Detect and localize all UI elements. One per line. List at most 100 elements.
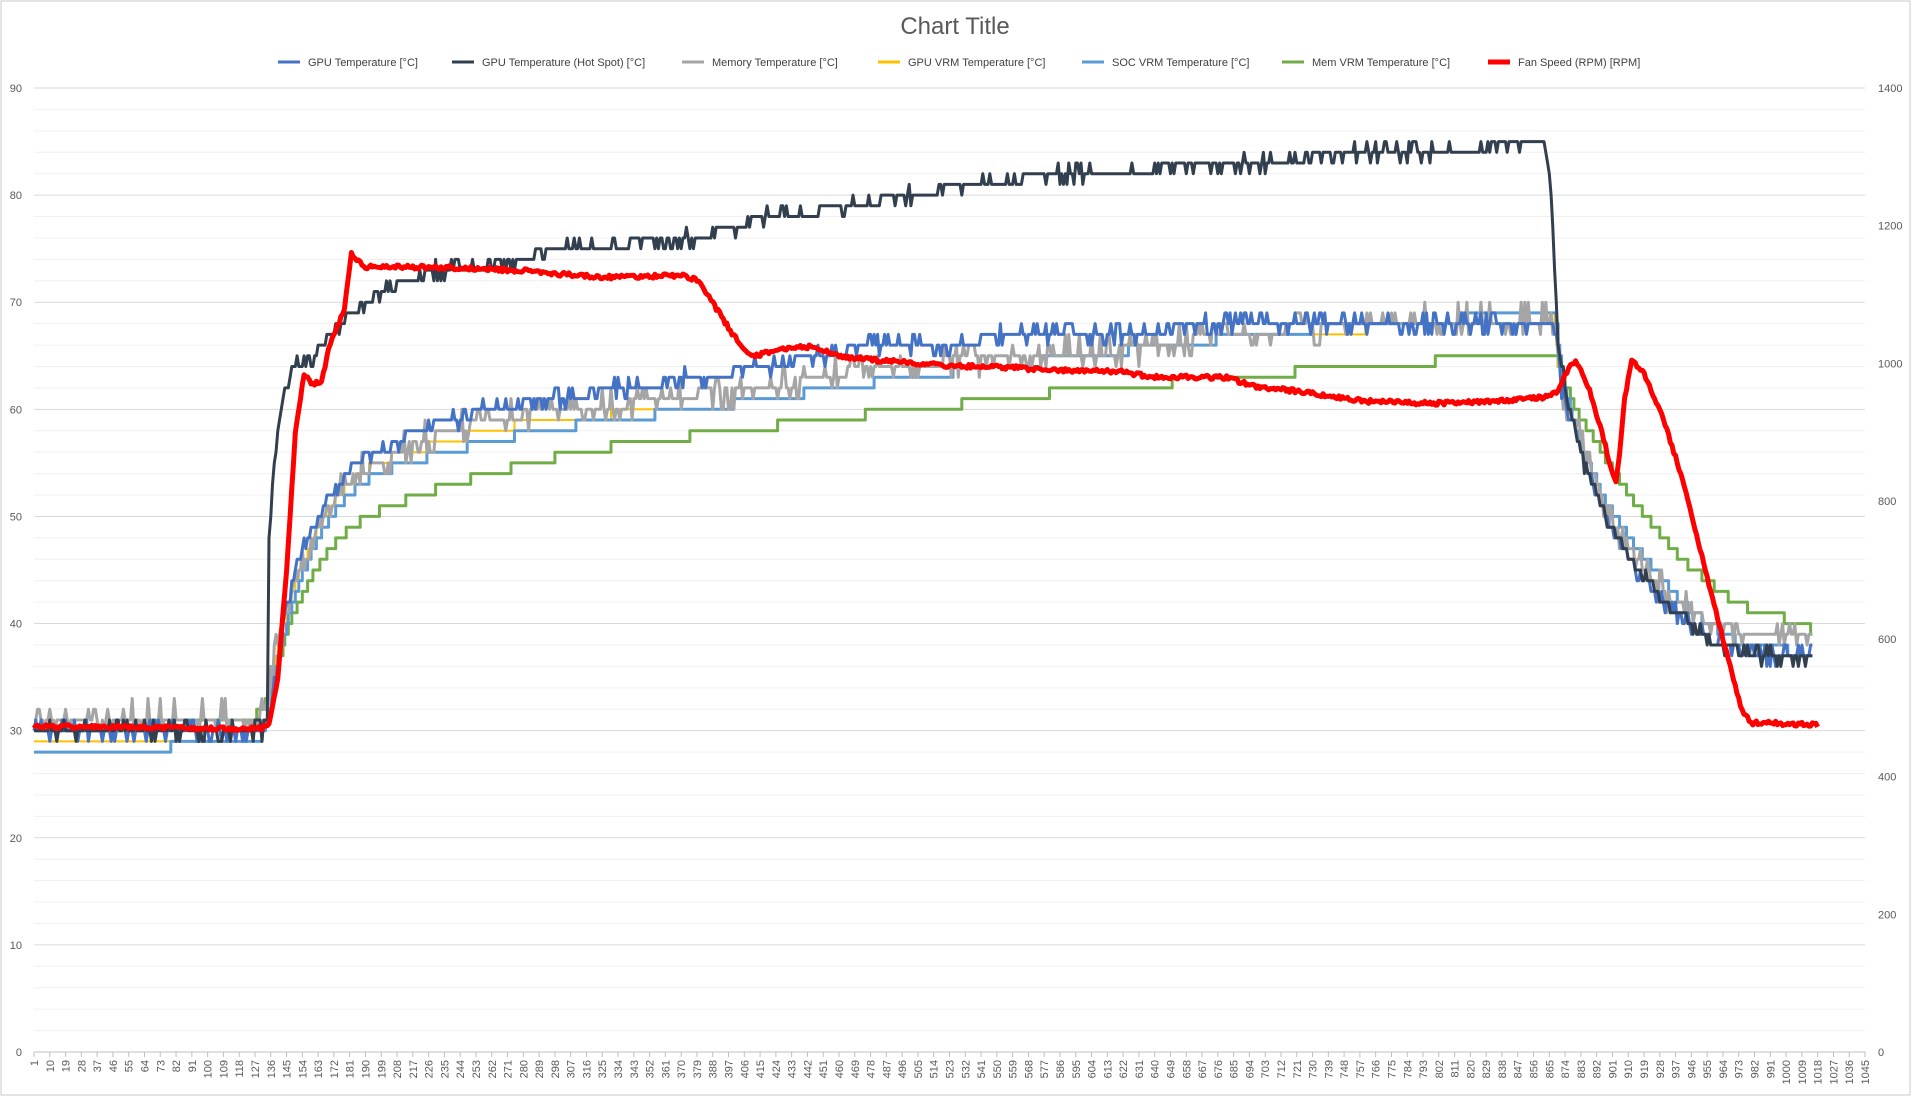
x-tick-label: 370 [676, 1060, 688, 1078]
y-axis-left: 0 10 20 30 40 50 60 70 80 90 [10, 83, 22, 1059]
series-group [31, 140, 1820, 754]
y2-tick-label: 1000 [1878, 358, 1902, 370]
x-tick-label: 685 [1229, 1060, 1241, 1078]
x-tick-label: 928 [1655, 1060, 1667, 1078]
series-line [34, 140, 1813, 743]
x-tick-label: 136 [266, 1060, 278, 1078]
x-tick-label: 487 [881, 1060, 893, 1078]
x-tick-label: 37 [92, 1060, 104, 1072]
x-tick-label: 991 [1765, 1060, 1777, 1078]
x-tick-label: 955 [1702, 1060, 1714, 1078]
x-tick-label: 946 [1686, 1060, 1698, 1078]
x-tick-label: 505 [913, 1060, 925, 1078]
x-tick-label: 172 [329, 1060, 341, 1078]
x-tick-label: 577 [1039, 1060, 1051, 1078]
x-tick-label: 874 [1560, 1060, 1572, 1078]
x-tick-label: 667 [1197, 1060, 1209, 1078]
legend-entry: GPU VRM Temperature [°C] [908, 57, 1045, 69]
y-tick-label: 60 [10, 404, 22, 416]
legend-entry: Memory Temperature [°C] [712, 57, 838, 69]
x-tick-label: 325 [597, 1060, 609, 1078]
x-tick-label: 343 [629, 1060, 641, 1078]
y-tick-label: 50 [10, 511, 22, 523]
x-tick-label: 442 [802, 1060, 814, 1078]
x-tick-label: 919 [1639, 1060, 1651, 1078]
x-tick-label: 892 [1592, 1060, 1604, 1078]
x-tick-label: 118 [234, 1060, 246, 1078]
y2-tick-label: 800 [1878, 496, 1896, 508]
legend-entry: Fan Speed (RPM) [RPM] [1518, 57, 1640, 69]
series-line [32, 311, 1813, 743]
x-tick-label: 730 [1308, 1060, 1320, 1078]
y-tick-label: 40 [10, 619, 22, 631]
x-tick-label: 613 [1102, 1060, 1114, 1078]
x-tick-label: 1009 [1797, 1060, 1809, 1084]
x-tick-label: 145 [282, 1060, 294, 1078]
x-tick-label: 1000 [1781, 1060, 1793, 1084]
x-tick-label: 865 [1544, 1060, 1556, 1078]
x-tick-label: 163 [313, 1060, 325, 1078]
x-tick-label: 712 [1276, 1060, 1288, 1078]
x-tick-label: 1 [29, 1060, 41, 1066]
x-tick-label: 856 [1529, 1060, 1541, 1078]
x-tick-label: 433 [787, 1060, 799, 1078]
x-tick-label: 10 [45, 1060, 57, 1072]
y-axis-right: 0 200 400 600 800 1000 1200 1400 [1878, 83, 1902, 1059]
x-tick-label: 514 [929, 1060, 941, 1078]
x-tick-label: 838 [1497, 1060, 1509, 1078]
y2-tick-label: 400 [1878, 772, 1896, 784]
x-tick-label: 748 [1339, 1060, 1351, 1078]
x-tick-label: 550 [992, 1060, 1004, 1078]
x-tick-label: 739 [1323, 1060, 1335, 1078]
x-tick-label: 802 [1434, 1060, 1446, 1078]
x-tick-label: 316 [581, 1060, 593, 1078]
legend: GPU Temperature [°C] GPU Temperature (Hot… [278, 57, 1640, 69]
x-tick-label: 361 [660, 1060, 672, 1078]
x-tick-label: 496 [897, 1060, 909, 1078]
x-tick-label: 973 [1734, 1060, 1746, 1078]
x-tick-label: 109 [218, 1060, 230, 1078]
legend-entry: GPU Temperature [°C] [308, 57, 418, 69]
x-tick-label: 694 [1244, 1060, 1256, 1078]
x-tick-label: 460 [834, 1060, 846, 1078]
x-tick-label: 793 [1418, 1060, 1430, 1078]
x-tick-label: 244 [455, 1060, 467, 1078]
x-tick-label: 1036 [1844, 1060, 1856, 1084]
x-tick-label: 73 [155, 1060, 167, 1072]
x-tick-label: 280 [518, 1060, 530, 1078]
x-tick-label: 910 [1623, 1060, 1635, 1078]
x-tick-label: 1027 [1828, 1060, 1840, 1084]
y-tick-label: 0 [16, 1047, 22, 1059]
x-tick-label: 208 [392, 1060, 404, 1078]
x-tick-label: 217 [408, 1060, 420, 1078]
x-tick-label: 703 [1260, 1060, 1272, 1078]
x-tick-label: 406 [739, 1060, 751, 1078]
y-tick-label: 10 [10, 940, 22, 952]
x-tick-label: 397 [724, 1060, 736, 1078]
x-tick-label: 19 [61, 1060, 73, 1072]
x-tick-label: 451 [818, 1060, 830, 1078]
y-tick-label: 90 [10, 83, 22, 95]
x-tick-label: 532 [960, 1060, 972, 1078]
y-tick-label: 20 [10, 833, 22, 845]
x-tick-label: 937 [1671, 1060, 1683, 1078]
x-tick-label: 811 [1450, 1060, 1462, 1078]
x-tick-label: 28 [76, 1060, 88, 1072]
x-tick-label: 352 [645, 1060, 657, 1078]
x-tick-label: 424 [771, 1060, 783, 1078]
x-tick-label: 523 [945, 1060, 957, 1078]
x-tick-label: 82 [171, 1060, 183, 1072]
x-tick-label: 847 [1513, 1060, 1525, 1078]
x-tick-label: 388 [708, 1060, 720, 1078]
x-tick-label: 415 [755, 1060, 767, 1078]
x-tick-label: 883 [1576, 1060, 1588, 1078]
legend-entry: SOC VRM Temperature [°C] [1112, 57, 1249, 69]
x-tick-label: 541 [976, 1060, 988, 1078]
x-tick-label: 307 [566, 1060, 578, 1078]
x-tick-label: 784 [1402, 1060, 1414, 1078]
x-tick-label: 91 [187, 1060, 199, 1072]
legend-entry: GPU Temperature (Hot Spot) [°C] [482, 57, 645, 69]
x-tick-label: 1018 [1813, 1060, 1825, 1084]
